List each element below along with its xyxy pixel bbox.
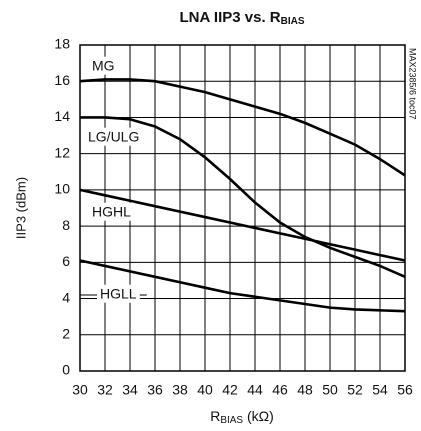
y-tick-label: 16: [54, 72, 70, 88]
label-background: [85, 127, 143, 146]
series-label: HGHL: [92, 204, 131, 220]
label-background: [89, 202, 135, 221]
y-tick-label: 14: [54, 108, 70, 124]
x-tick-label: 36: [147, 382, 163, 398]
series-label: HGLL: [100, 286, 137, 302]
x-tick-label: 56: [397, 382, 413, 398]
y-axis-label: IIP3 (dBm): [13, 177, 28, 239]
series-label: LG/ULG: [88, 129, 139, 145]
x-tick-label: 52: [347, 382, 363, 398]
x-tick-label: 34: [122, 382, 138, 398]
label-background: [97, 284, 140, 303]
title-main: LNA IIP3 vs. R: [179, 9, 280, 26]
x-tick-label: 30: [72, 382, 88, 398]
plot-frame: [79, 44, 406, 372]
annotation: MAX2385/6 toc07: [408, 48, 418, 120]
x-tick-label: 50: [322, 382, 338, 398]
x-tick-label: 40: [197, 382, 213, 398]
y-tick-label: 6: [62, 253, 70, 269]
title-sub: BIAS: [281, 16, 305, 27]
series-line: [79, 188, 406, 262]
y-tick-label: 18: [54, 36, 70, 52]
series-line: [79, 78, 406, 177]
x-axis-label: RBIAS (kΩ): [210, 408, 274, 426]
x-tick-label: 54: [372, 382, 388, 398]
chart-title: LNA IIP3 vs. RBIAS: [179, 9, 304, 27]
series-line: [80, 116, 406, 279]
x-tick-label: 48: [297, 382, 313, 398]
label-background: [89, 56, 118, 75]
x-label-main: R: [210, 408, 220, 424]
y-tick-label: 8: [62, 217, 70, 233]
y-tick-label: 4: [62, 289, 70, 305]
x-label-sub: BIAS: [220, 415, 243, 426]
x-tick-label: 38: [172, 382, 188, 398]
series-line: [79, 259, 406, 313]
x-tick-label: 32: [97, 382, 113, 398]
y-tick-label: 10: [54, 181, 70, 197]
y-tick-label: 12: [54, 144, 70, 160]
y-tick-label: 0: [62, 362, 70, 378]
x-tick-label: 46: [272, 382, 288, 398]
x-tick-label: 42: [222, 382, 238, 398]
x-label-unit: (kΩ): [243, 408, 274, 424]
y-tick-label: 2: [62, 325, 70, 341]
series-label: MG: [92, 58, 115, 74]
x-tick-label: 44: [247, 382, 263, 398]
